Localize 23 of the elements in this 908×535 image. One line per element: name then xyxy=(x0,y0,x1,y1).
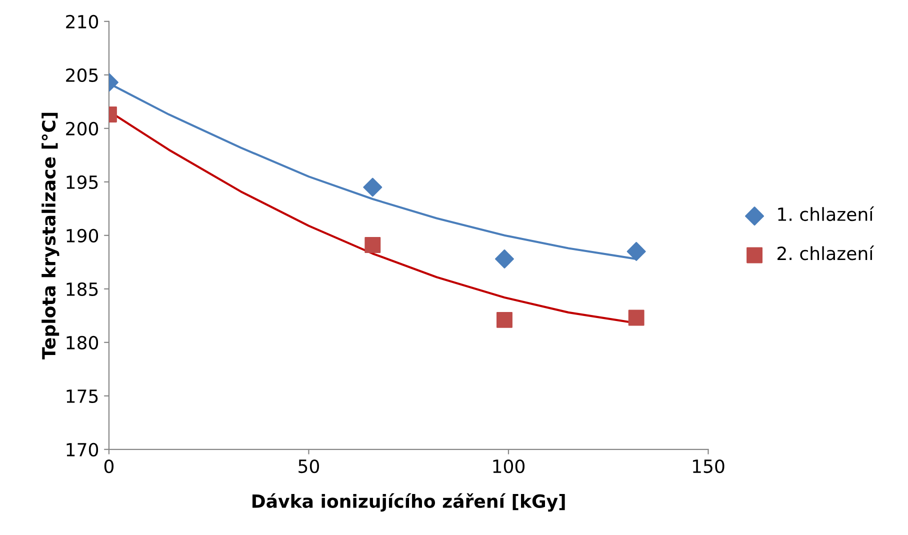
point xyxy=(363,178,382,197)
y-tick-label: 175 xyxy=(66,390,98,404)
point xyxy=(626,242,646,261)
point xyxy=(364,237,381,254)
x-tick-label: 150 xyxy=(692,459,724,474)
y-tick-label: 170 xyxy=(66,442,98,457)
y-tick-label: 185 xyxy=(66,282,98,296)
point xyxy=(495,249,514,268)
legend-label: 2. chlazení xyxy=(778,246,874,260)
x-tick-label: 50 xyxy=(298,459,320,474)
y-tick-label: 210 xyxy=(66,14,98,29)
y-tick-label: 190 xyxy=(66,228,98,243)
y-tick-label: 200 xyxy=(66,122,98,136)
y-axis-title: Teplota krystalizace [°C] xyxy=(42,112,60,360)
point xyxy=(628,310,644,326)
x-tick-label: 100 xyxy=(493,459,525,474)
x-axis-title: Dávka ionizujícího záření [kGy] xyxy=(252,493,565,512)
point xyxy=(496,312,512,328)
legend-label: 1. chlazení xyxy=(778,206,874,222)
y-tick-label: 205 xyxy=(66,68,98,82)
y-tick-label: 180 xyxy=(66,336,98,350)
x-tick-label: 0 xyxy=(104,459,114,474)
y-tick-label: 195 xyxy=(66,175,98,190)
